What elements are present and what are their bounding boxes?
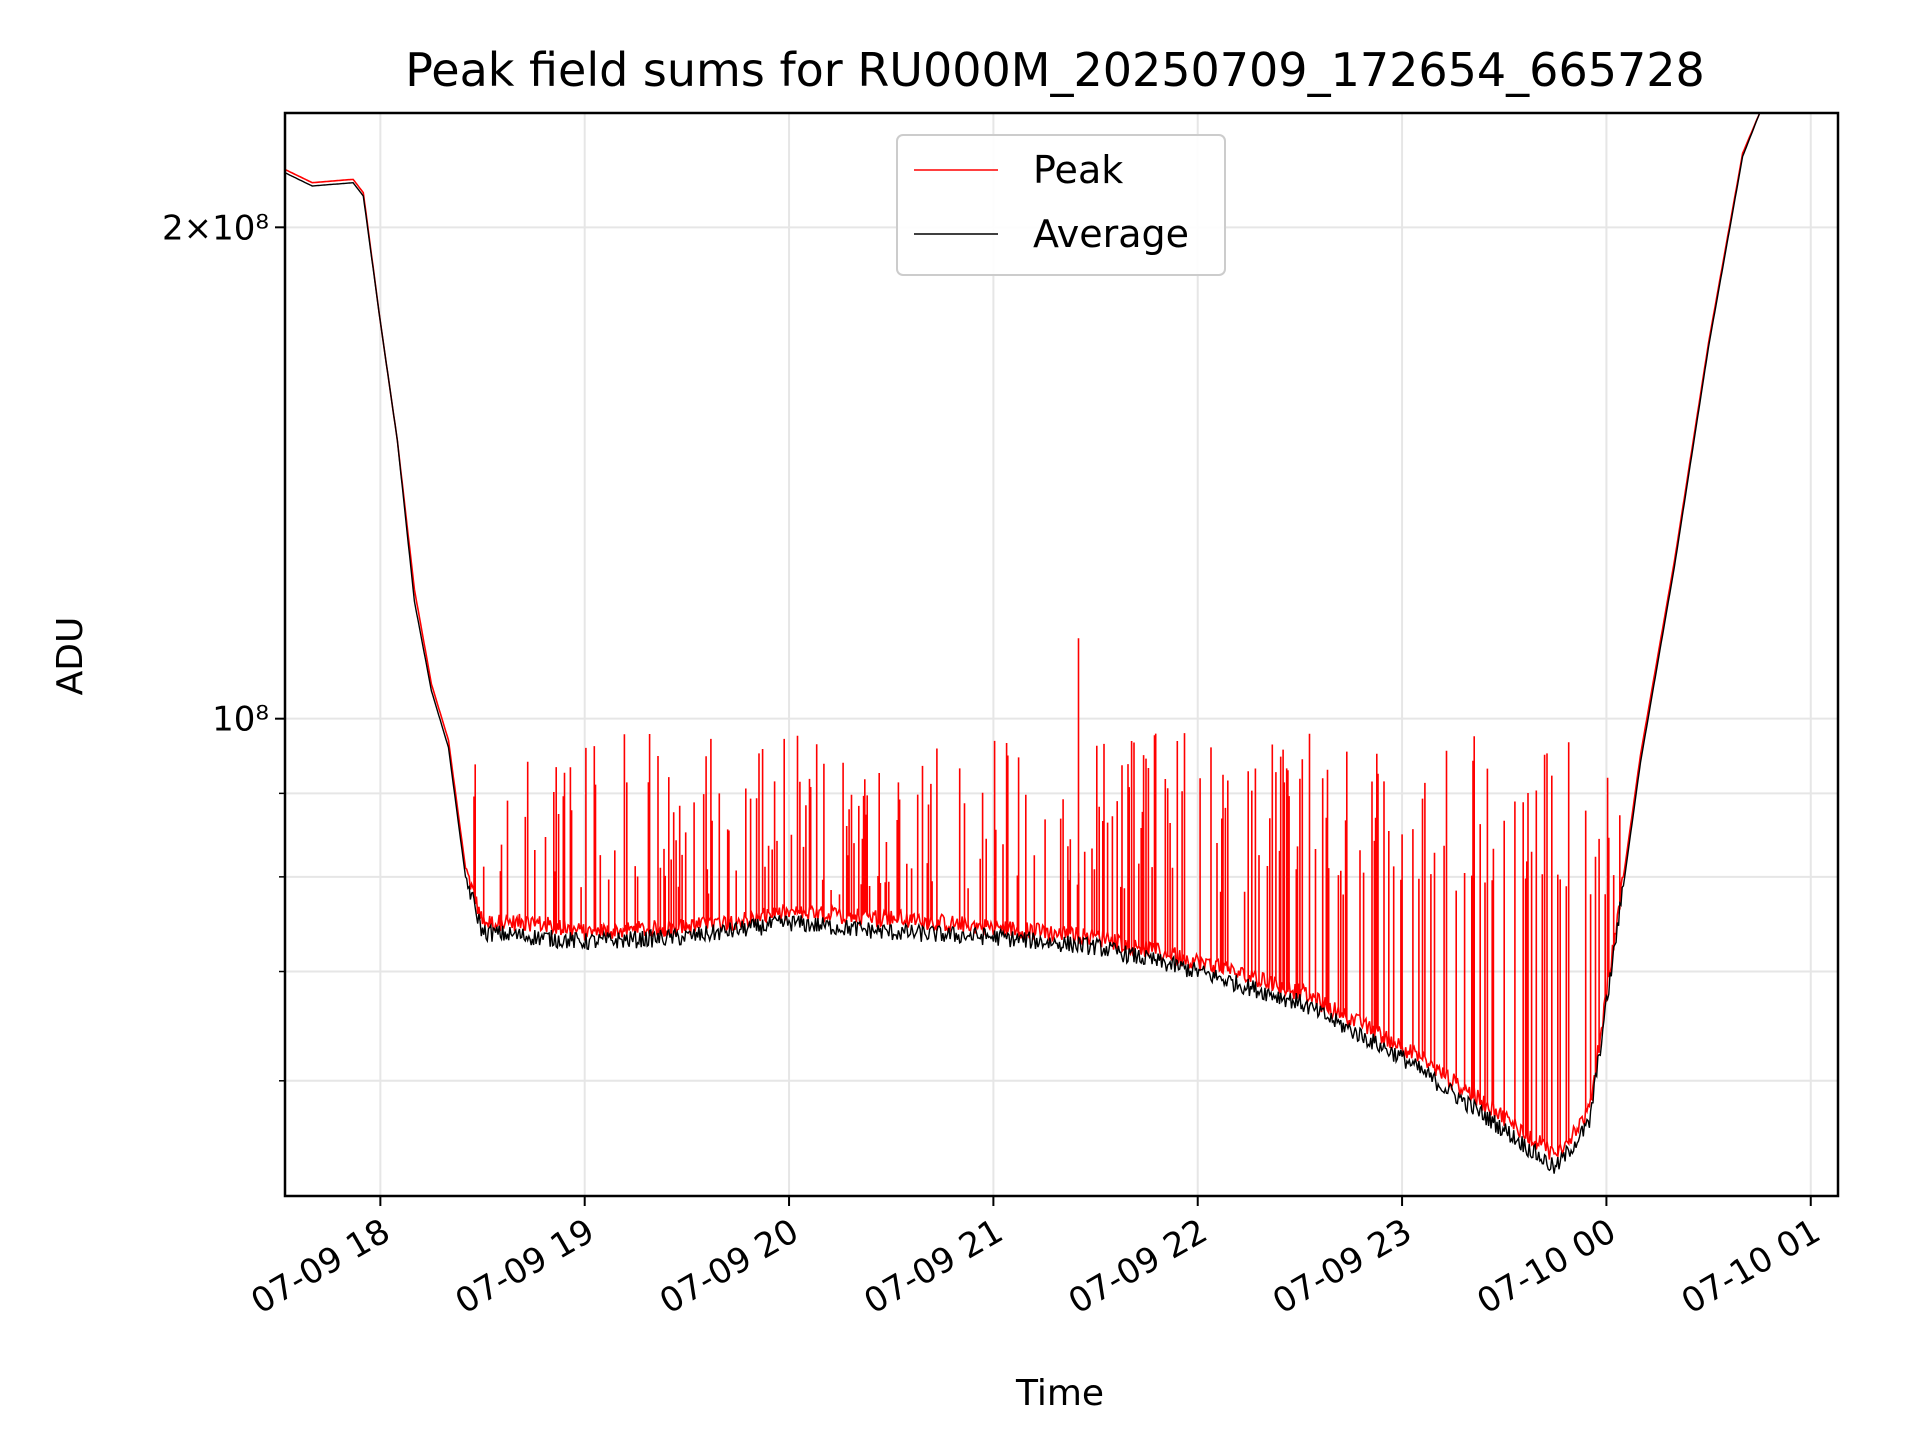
x-tick-label: 07-10 00: [1471, 1211, 1623, 1322]
x-tick-label: 07-09 22: [1062, 1211, 1214, 1322]
plot-frame: [283, 111, 1840, 1198]
legend-label-peak: Peak: [1033, 148, 1123, 192]
series-line-average: [284, 112, 1761, 1174]
y-tick-label: 2×10⁸: [162, 208, 269, 248]
x-tick-label: 07-09 21: [857, 1211, 1009, 1322]
x-axis-label: Time: [1015, 1373, 1104, 1414]
plot-area: [284, 112, 1761, 1174]
x-tick-label: 07-09 23: [1266, 1211, 1418, 1322]
x-tick-label: 07-09 19: [449, 1211, 601, 1322]
x-tick-label: 07-10 01: [1675, 1211, 1827, 1322]
y-tick-label: 10⁸: [212, 700, 269, 740]
x-tick-label: 07-09 20: [653, 1211, 805, 1322]
legend-label-average: Average: [1033, 212, 1189, 256]
y-axis: 10⁸ 2×10⁸: [162, 208, 285, 1082]
y-axis-label: ADU: [50, 617, 91, 696]
chart-title: Peak field sums for RU000M_20250709_1726…: [405, 43, 1705, 97]
legend: Peak Average: [896, 134, 1226, 276]
x-tick-label: 07-09 18: [244, 1211, 396, 1322]
x-axis: 07-09 18 07-09 19 07-09 20 07-09 21 07-09 22…: [244, 1196, 1827, 1322]
